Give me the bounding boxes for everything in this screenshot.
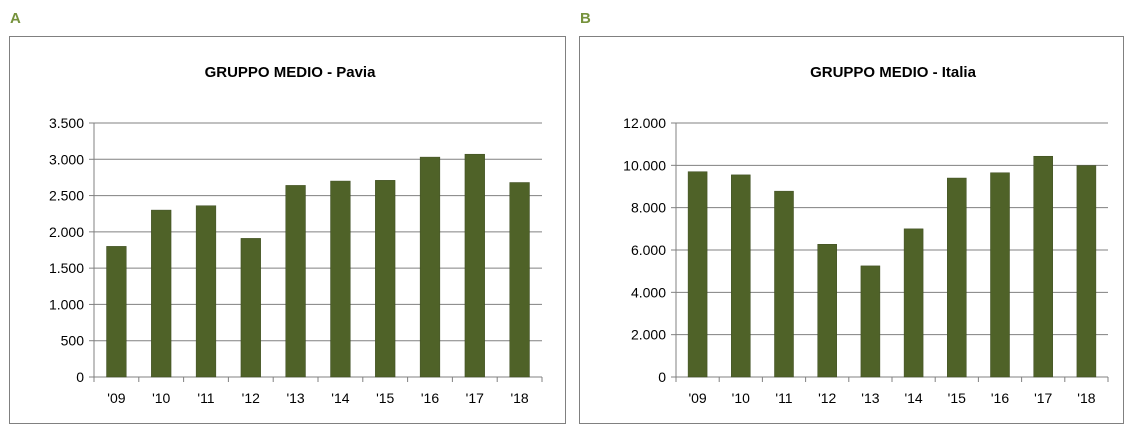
x-tick-label: '16 (421, 390, 439, 406)
bar-15 (375, 180, 396, 378)
y-tick-label: 10.000 (623, 157, 666, 173)
panel-label-a: A (10, 10, 21, 27)
bar-14 (903, 228, 924, 378)
x-tick-label: '18 (1077, 390, 1095, 406)
bar-09 (106, 246, 127, 378)
y-tick-label: 6.000 (631, 242, 666, 258)
bar-10 (151, 209, 172, 378)
x-tick-label: '18 (510, 390, 528, 406)
bar-16 (419, 156, 441, 378)
x-tick-label: '12 (242, 390, 260, 406)
bar-12 (240, 238, 261, 378)
chart-title: GRUPPO MEDIO - Italia (810, 64, 977, 81)
y-tick-label: 2.000 (49, 224, 84, 240)
y-tick-label: 2.000 (631, 327, 666, 343)
bar-18 (1076, 165, 1097, 378)
bar-13 (860, 265, 881, 378)
x-tick-label: '14 (904, 390, 922, 406)
x-tick-label: '11 (775, 390, 792, 406)
bar-14 (330, 180, 351, 378)
bar-10 (731, 174, 751, 378)
x-tick-label: '10 (152, 390, 170, 406)
chart-italia-svg: GRUPPO MEDIO - Italia 0 2.000 4.000 6.000 8.0… (623, 64, 1109, 406)
bar-15 (947, 177, 967, 378)
bar-11 (774, 190, 794, 378)
y-tick-label: 1.500 (49, 260, 84, 276)
y-tick-label: 8.000 (631, 200, 666, 216)
y-tick-label: 0 (658, 369, 666, 385)
bar-18 (509, 182, 530, 378)
x-tick-label: '15 (948, 390, 966, 406)
x-tick-label: '09 (688, 390, 706, 406)
x-tick-label: '15 (376, 390, 394, 406)
bar-13 (285, 185, 306, 378)
x-tick-label: '14 (331, 390, 349, 406)
y-tick-label: 3.500 (49, 115, 84, 131)
y-tick-label: 500 (61, 333, 85, 349)
y-tick-label: 1.000 (49, 296, 84, 312)
x-tick-label: '09 (107, 390, 125, 406)
bar-11 (195, 205, 217, 378)
bar-12 (817, 244, 837, 378)
x-tick-label: '11 (197, 390, 214, 406)
x-tick-label: '17 (1034, 390, 1052, 406)
chart-italia: GRUPPO MEDIO - Italia 0 2.000 4.000 6.000 8.0… (579, 36, 1124, 424)
chart-pavia: GRUPPO MEDIO - Pavia 0 500 1.000 1.500 2.000 2… (9, 36, 566, 424)
bar-17 (1033, 155, 1053, 378)
bar-09 (687, 171, 708, 378)
x-tick-label: '16 (991, 390, 1009, 406)
x-tick-label: '10 (732, 390, 750, 406)
x-tick-label: '13 (286, 390, 304, 406)
x-tick-label: '13 (861, 390, 879, 406)
x-tick-label: '17 (466, 390, 484, 406)
y-tick-label: 12.000 (623, 115, 666, 131)
y-tick-label: 4.000 (631, 284, 666, 300)
x-tick-label: '12 (818, 390, 836, 406)
y-tick-label: 2.500 (49, 188, 84, 204)
chart-title: GRUPPO MEDIO - Pavia (205, 64, 377, 81)
bar-16 (990, 172, 1010, 378)
y-tick-label: 3.000 (49, 151, 84, 167)
panel-label-b: B (580, 10, 591, 27)
y-tick-label: 0 (76, 369, 84, 385)
bar-17 (464, 153, 485, 378)
chart-pavia-svg: GRUPPO MEDIO - Pavia 0 500 1.000 1.500 2.000 2… (49, 64, 543, 406)
